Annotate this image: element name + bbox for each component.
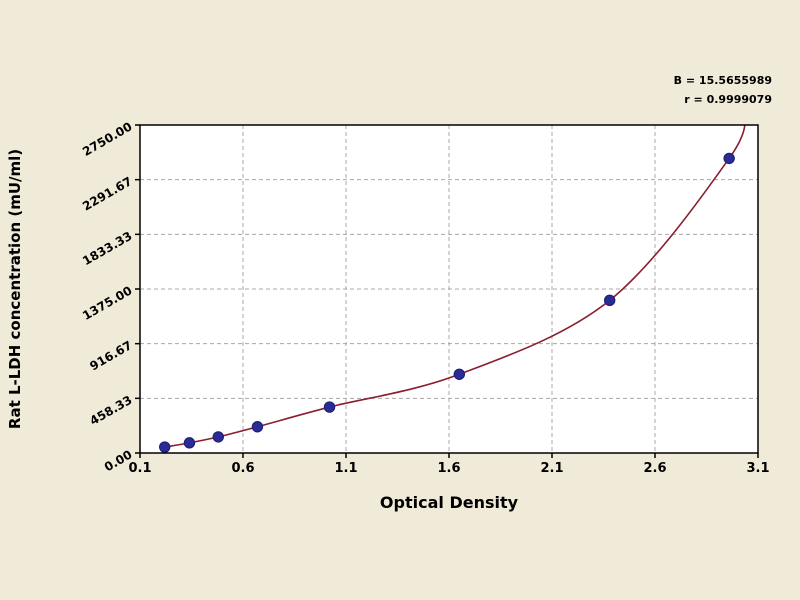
stat-correlation: r = 0.9999079 — [684, 93, 772, 106]
y-axis-label: Rat L-LDH concentration (mU/ml) — [6, 149, 24, 429]
y-tick-label: 2291.67 — [80, 174, 134, 213]
axis-ticks — [135, 124, 759, 458]
data-point — [323, 401, 336, 413]
y-tick-labels: 0.00458.33916.671375.001833.332291.67275… — [80, 119, 134, 474]
stat-slope: B = 15.5655989 — [674, 74, 772, 87]
curve-line — [164, 125, 746, 448]
x-tick-label: 0.1 — [128, 461, 151, 476]
x-tick-label: 0.6 — [231, 461, 254, 476]
data-point — [723, 152, 735, 165]
x-tick-label: 1.6 — [437, 461, 460, 476]
data-point — [453, 368, 465, 380]
y-tick-label: 916.67 — [87, 338, 134, 373]
y-tick-label: 2750.00 — [80, 119, 134, 158]
data-point — [183, 437, 196, 449]
x-tick-label: 1.1 — [334, 461, 357, 476]
x-tick-label: 2.1 — [540, 461, 563, 476]
y-tick-label: 1375.00 — [80, 283, 134, 322]
x-tick-label: 2.6 — [643, 461, 666, 476]
data-point — [251, 421, 264, 433]
data-point — [212, 431, 224, 443]
data-point — [603, 294, 616, 307]
x-tick-label: 3.1 — [746, 461, 769, 476]
data-points — [159, 152, 735, 453]
y-tick-label: 458.33 — [87, 393, 134, 428]
x-axis-label: Optical Density — [380, 493, 519, 512]
data-point — [159, 441, 171, 453]
y-tick-label: 1833.33 — [80, 229, 134, 268]
x-tick-labels: 0.1 0.6 1.1 1.6 2.1 2.6 3.1 — [128, 461, 769, 476]
